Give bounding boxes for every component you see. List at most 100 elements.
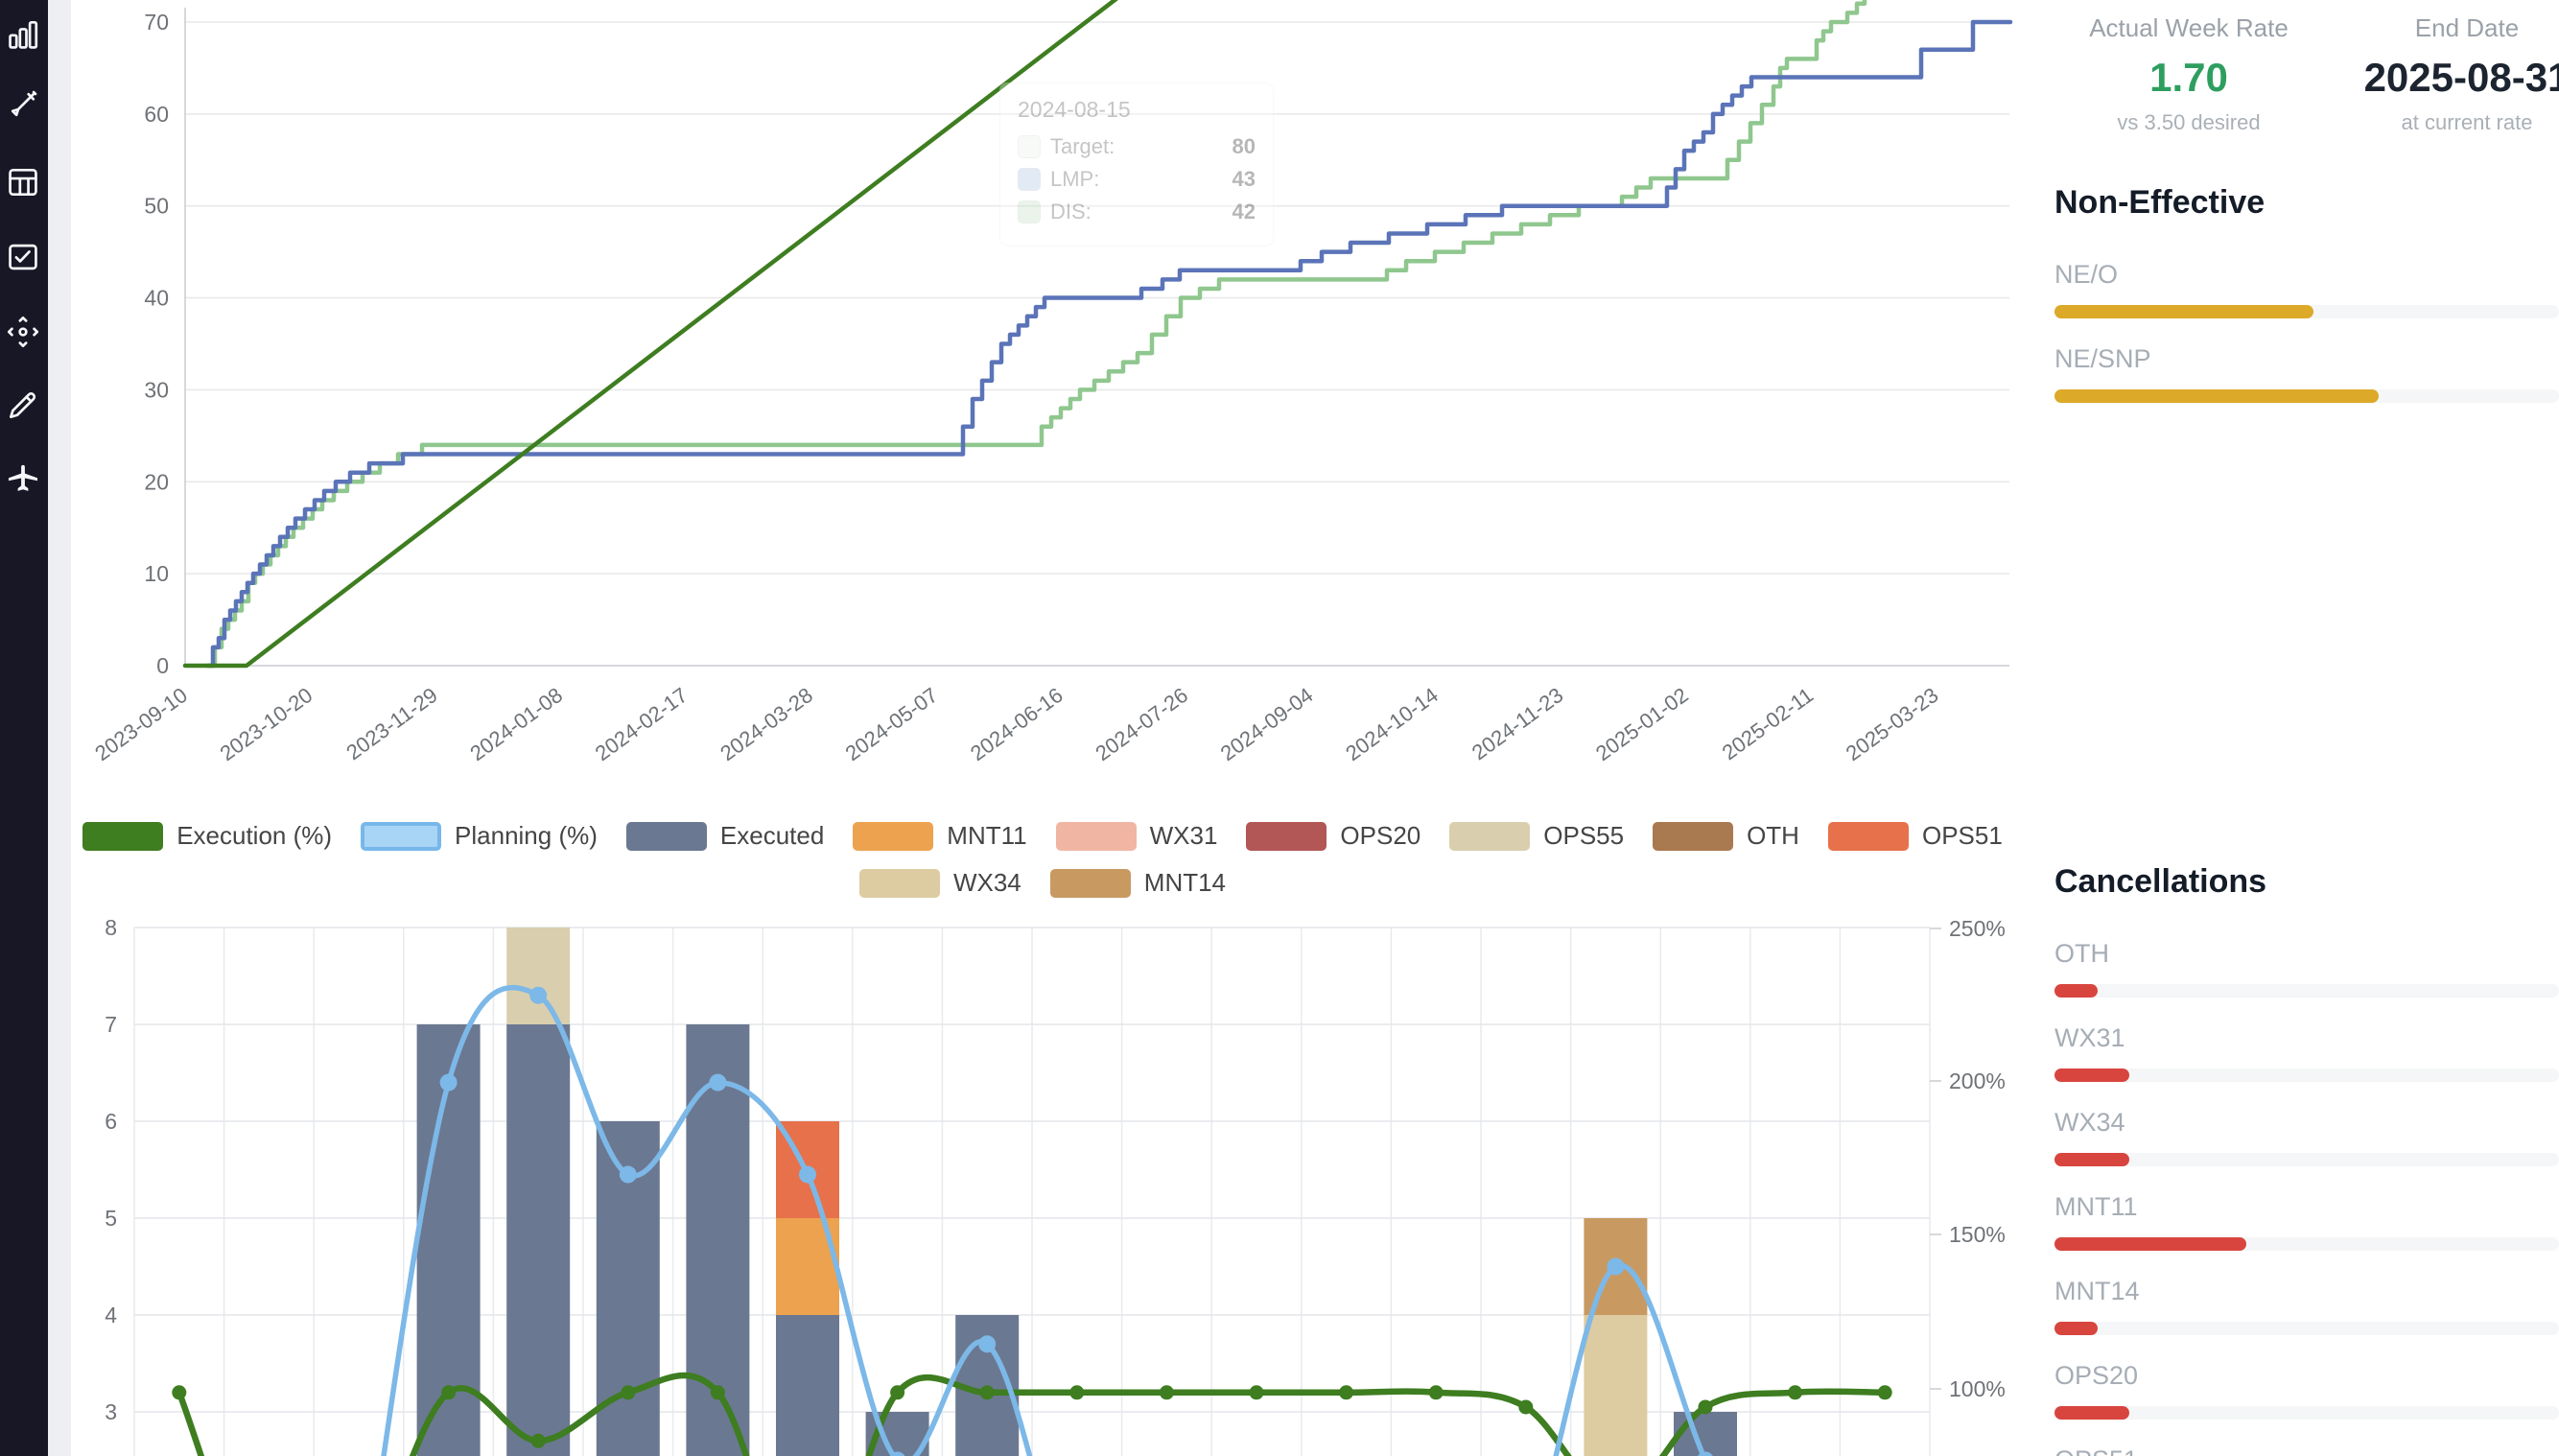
point-planning- [978,1335,997,1353]
svg-text:200%: 200% [1949,1069,2006,1093]
bar-executed-col7 [776,1315,839,1456]
sidebar-item-tasks[interactable] [2,236,44,278]
svg-text:2024-07-26: 2024-07-26 [1091,683,1192,765]
cancellations-list: OTH WX31 WX34 MNT11 MNT14 OPS20 OPS51 [2054,939,2559,1456]
stats-row: Actual Week Rate 1.70 vs 3.50 desired En… [2054,13,2559,135]
svg-text:0: 0 [156,653,169,678]
point-execution- [1339,1385,1354,1400]
svg-text:60: 60 [144,102,169,127]
point-execution- [979,1385,995,1400]
svg-text:100%: 100% [1949,1376,2006,1401]
progress-track [2054,389,2559,403]
legend-label: OTH [1747,821,1799,850]
legend-item-mnt11[interactable]: MNT11 [853,821,1027,851]
legend-item-ops51[interactable]: OPS51 [1827,821,2003,851]
point-execution- [172,1385,187,1400]
non-effective-list: NE/O NE/SNP [2054,260,2559,429]
tooltip-row-dis: DIS: 42 [1018,200,1256,224]
legend-item-execution-[interactable]: Execution (%) [82,821,332,851]
progress-label: WX31 [2054,1023,2125,1052]
tooltip-swatch [1018,200,1041,223]
progress-item-wx34: WX34 [2054,1108,2559,1192]
move-icon [7,316,39,348]
legend-item-wx31[interactable]: WX31 [1055,821,1217,851]
legend-item-ops55[interactable]: OPS55 [1449,821,1624,851]
non-effective-title: Non-Effective [2054,184,2266,221]
actual-week-rate-stat: Actual Week Rate 1.70 vs 3.50 desired [2054,13,2323,135]
legend-label: OPS20 [1340,821,1421,850]
burnup-chart[interactable]: 0 10 20 30 40 50 60 70 2023-09-10 2023-10-20 2023-… [69,0,2016,808]
progress-label: NE/O [2054,260,2119,289]
svg-text:250%: 250% [1949,916,2006,941]
progress-item-wx31: WX31 [2054,1023,2559,1108]
point-execution- [1069,1385,1085,1400]
legend-swatch [1246,821,1327,851]
line-execution- [176,1372,1889,1456]
point-planning- [799,1165,816,1184]
bar-executed-col17 [1674,1412,1737,1456]
progress-fill [2054,1406,2129,1420]
sidebar-item-pencil[interactable] [2,384,44,426]
end-date-label: End Date [2414,13,2520,42]
svg-text:4: 4 [105,1303,117,1327]
svg-text:6: 6 [105,1109,117,1134]
tooltip-row-lmp: LMP: 43 [1018,167,1256,192]
legend-label: WX34 [952,868,1021,897]
series-lmp [205,19,2013,669]
svg-text:2024-05-07: 2024-05-07 [841,683,943,765]
progress-label: OPS51 [2054,1445,2559,1456]
cancellations-title: Cancellations [2054,863,2267,900]
sidebar-item-plane[interactable] [2,458,44,500]
svg-text:2024-02-17: 2024-02-17 [591,683,693,765]
sidebar-item-bar-chart[interactable] [2,13,44,56]
legend-item-ops20[interactable]: OPS20 [1246,821,1420,851]
point-execution- [621,1385,636,1400]
svg-text:2023-11-29: 2023-11-29 [341,683,441,764]
svg-text:3: 3 [105,1399,117,1424]
legend-item-planning-[interactable]: Planning (%) [361,821,598,851]
sidebar-item-move[interactable] [2,311,44,353]
svg-text:2024-06-16: 2024-06-16 [966,683,1068,765]
point-execution- [1249,1385,1264,1400]
svg-text:20: 20 [144,469,169,494]
legend-item-wx34[interactable]: WX34 [858,868,1021,898]
legend-label: OPS51 [1921,821,2003,850]
sidebar-item-table[interactable] [2,161,44,203]
legend-swatch [82,821,164,851]
progress-fill [2054,984,2098,998]
legend-label: Planning (%) [455,821,598,850]
dart-icon [11,90,37,117]
svg-text:5: 5 [105,1206,117,1231]
svg-text:2025-03-23: 2025-03-23 [1842,683,1943,765]
tooltip-series-label: LMP: [1050,167,1100,191]
series-dis [205,0,1867,669]
bar-chart-icon [9,20,38,49]
legend-item-oth[interactable]: OTH [1653,821,1799,851]
svg-text:2024-09-04: 2024-09-04 [1216,683,1318,765]
progress-track [2054,984,2559,998]
legend-item-executed[interactable]: Executed [625,821,824,851]
sidebar-item-dart[interactable] [2,83,44,126]
progress-fill [2054,389,2379,403]
tooltip-series-label: DIS: [1050,200,1092,223]
non-effective-section: Non-Effective NE/O NE/SNP [2054,184,2559,429]
point-planning- [889,1451,905,1456]
legend-swatch [1049,868,1131,898]
legend-item-mnt14[interactable]: MNT14 [1049,868,1226,898]
svg-text:7: 7 [105,1012,117,1037]
progress-track [2054,1153,2559,1166]
plane-icon [8,464,38,491]
tooltip-series-value: 43 [1232,167,1256,191]
point-execution- [890,1385,905,1400]
progress-track [2054,1069,2559,1082]
progress-item-ops51: OPS51 [2054,1445,2559,1456]
progress-label: OTH [2054,939,2109,968]
table-icon [9,168,37,197]
progress-fill [2054,1153,2129,1166]
svg-text:2024-10-14: 2024-10-14 [1341,683,1443,765]
week-rate-sub: vs 3.50 desired [2117,110,2261,134]
pencil-icon [9,392,36,419]
weekly-execution-chart[interactable]: 8 7 6 5 4 3 250% 200% 150% 100% [69,913,2016,1456]
progress-item-mnt14: MNT14 [2054,1277,2559,1361]
